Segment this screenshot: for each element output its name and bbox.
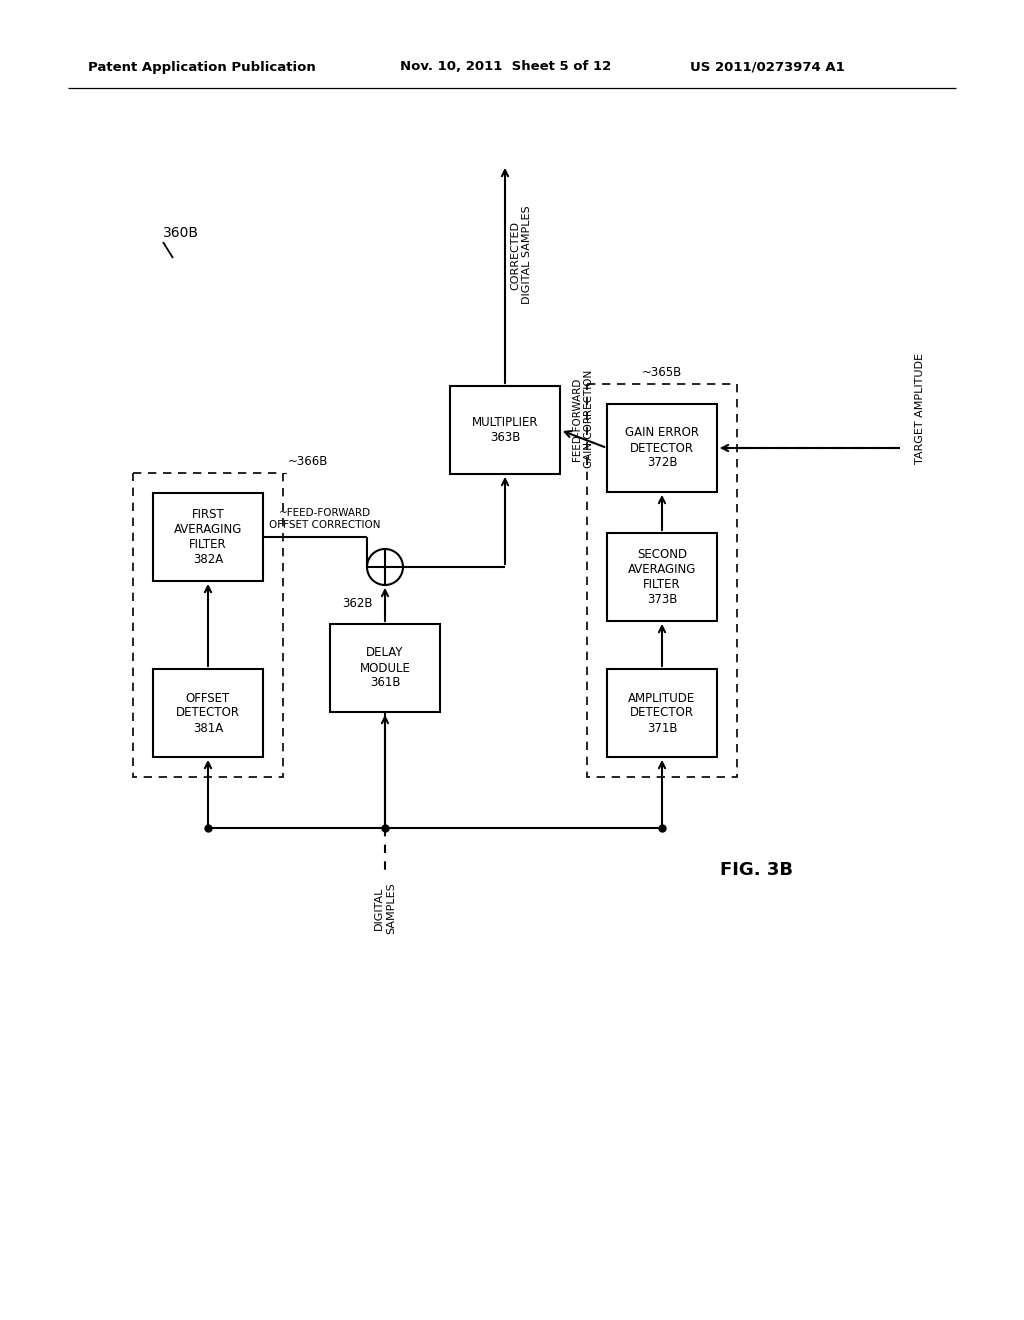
Text: Patent Application Publication: Patent Application Publication (88, 61, 315, 74)
Bar (607, 533, 717, 620)
Bar (607, 404, 717, 492)
Text: 362B: 362B (342, 597, 373, 610)
Bar (133, 473, 283, 777)
Text: MULTIPLIER
363B: MULTIPLIER 363B (472, 416, 539, 444)
Bar (587, 384, 737, 777)
Text: GAIN ERROR
DETECTOR
372B: GAIN ERROR DETECTOR 372B (625, 426, 699, 470)
Text: FIG. 3B: FIG. 3B (720, 861, 793, 879)
Text: DELAY
MODULE
361B: DELAY MODULE 361B (359, 647, 411, 689)
Text: FIRST
AVERAGING
FILTER
382A: FIRST AVERAGING FILTER 382A (174, 508, 243, 566)
Text: ~366B: ~366B (288, 455, 329, 469)
Text: ~FEED-FORWARD
OFFSET CORRECTION: ~FEED-FORWARD OFFSET CORRECTION (269, 508, 381, 529)
Text: Nov. 10, 2011  Sheet 5 of 12: Nov. 10, 2011 Sheet 5 of 12 (400, 61, 611, 74)
Text: SECOND
AVERAGING
FILTER
373B: SECOND AVERAGING FILTER 373B (628, 548, 696, 606)
Bar (450, 385, 560, 474)
Bar (153, 492, 263, 581)
Bar (607, 669, 717, 756)
Bar (330, 624, 440, 711)
Text: TARGET AMPLITUDE: TARGET AMPLITUDE (915, 352, 925, 463)
Text: US 2011/0273974 A1: US 2011/0273974 A1 (690, 61, 845, 74)
Text: OFFSET
DETECTOR
381A: OFFSET DETECTOR 381A (176, 692, 240, 734)
Text: 360B: 360B (163, 226, 199, 240)
Text: DIGITAL
SAMPLES: DIGITAL SAMPLES (374, 882, 396, 933)
Bar (153, 669, 263, 756)
Text: FEED-FORWARD
GAIN CORRECTION: FEED-FORWARD GAIN CORRECTION (572, 370, 594, 469)
Text: ~365B: ~365B (642, 366, 682, 379)
Text: CORRECTED
DIGITAL SAMPLES: CORRECTED DIGITAL SAMPLES (510, 206, 531, 305)
Text: AMPLITUDE
DETECTOR
371B: AMPLITUDE DETECTOR 371B (629, 692, 695, 734)
